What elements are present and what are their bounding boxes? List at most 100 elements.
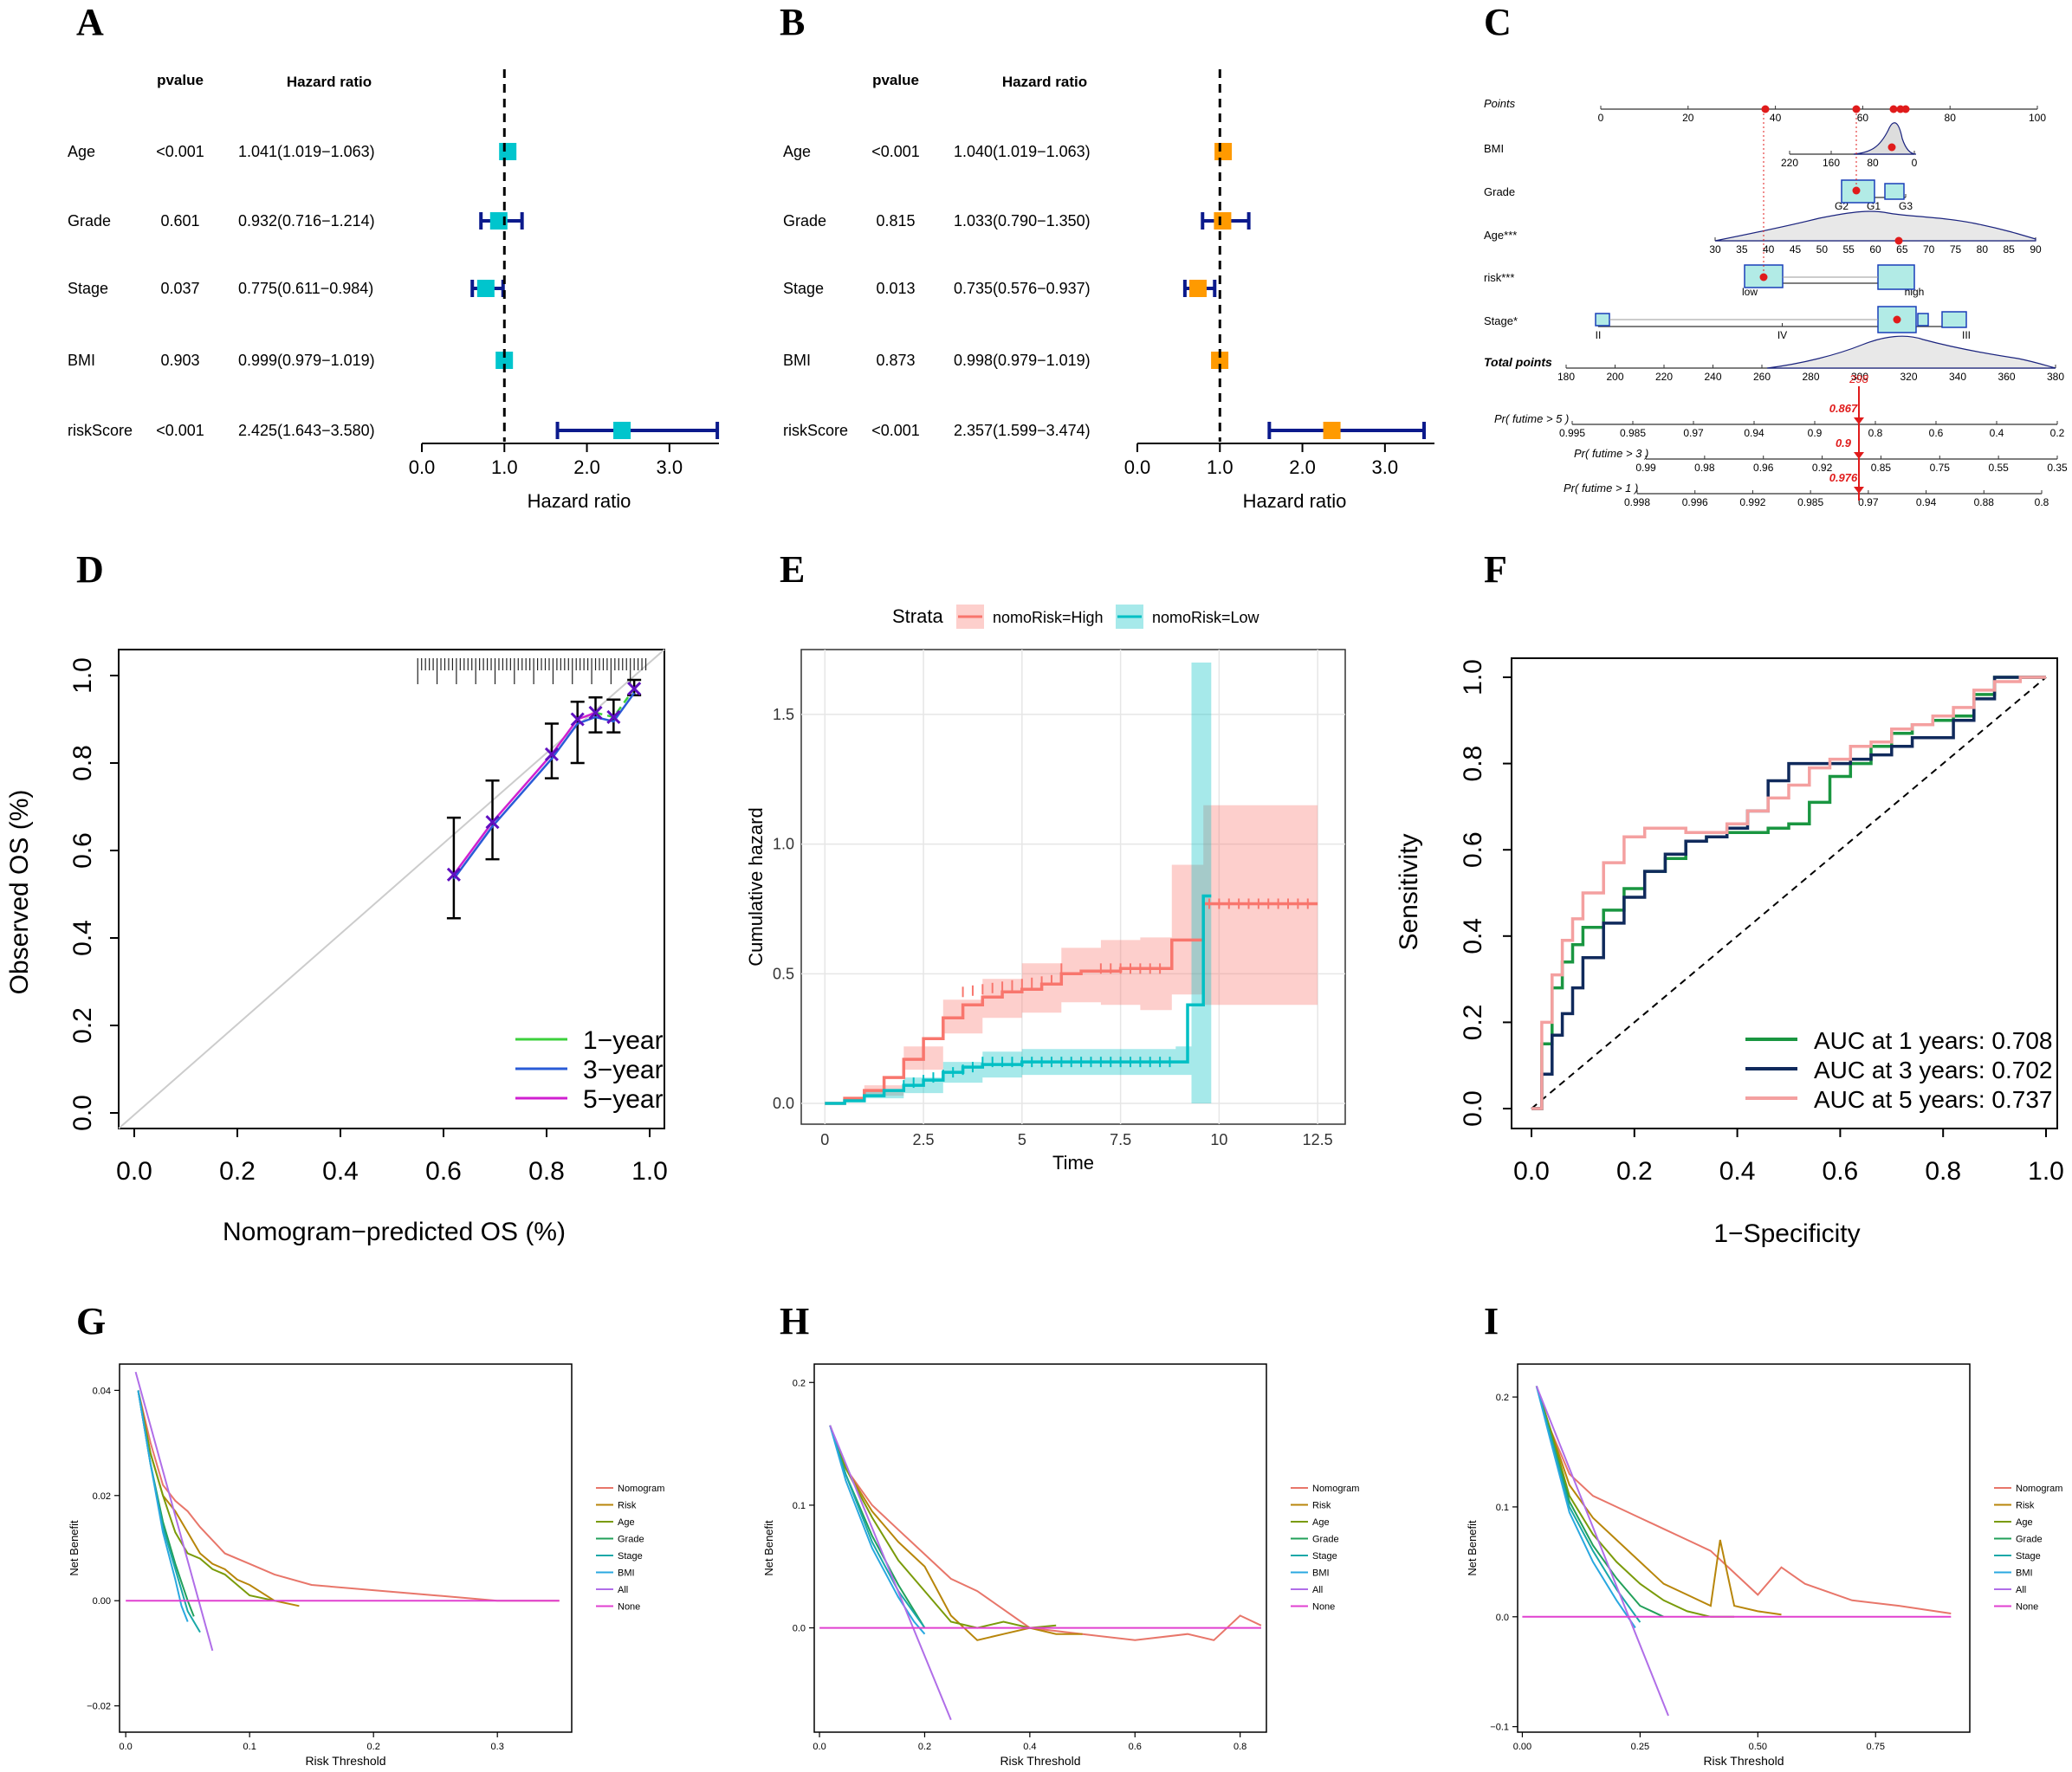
panel-a: pvalue Hazard ratioAge <0.001 1.041(1.019−1… xyxy=(68,69,719,512)
x-tick-label: 0.2 xyxy=(1616,1157,1653,1186)
row-label: Stage xyxy=(68,280,108,297)
panel-label-d: D xyxy=(76,548,104,591)
nomo-box xyxy=(1918,314,1928,326)
row-hr-text: 0.735(0.576−0.937) xyxy=(954,280,1091,297)
y-tick-label: 0.1 xyxy=(1496,1503,1509,1513)
x-tick-label: 0.0 xyxy=(813,1742,826,1752)
probability-value: 0.9 xyxy=(1836,437,1852,449)
panel-label-e: E xyxy=(780,548,805,591)
nomo-tick-label: 0.998 xyxy=(1624,496,1650,508)
legend-label: Grade xyxy=(2016,1535,2043,1545)
y-tick-label: −0.02 xyxy=(87,1702,111,1712)
legend-label: Risk xyxy=(2016,1501,2035,1511)
row-pvalue: <0.001 xyxy=(156,422,204,439)
nomo-tick-label: 0.98 xyxy=(1694,462,1715,474)
x-tick-label: 1.0 xyxy=(631,1157,668,1186)
x-axis-title: Risk Threshold xyxy=(1000,1754,1080,1768)
nomo-tick-label: G3 xyxy=(1899,200,1913,212)
legend-label: 5−year xyxy=(583,1085,664,1114)
dca-curve-bmi xyxy=(830,1426,924,1634)
legend-label: nomoRisk=High xyxy=(993,609,1104,626)
row-pvalue: 0.037 xyxy=(160,280,199,297)
y-tick-label: 0.0 xyxy=(1496,1613,1509,1623)
y-axis-title: Observed OS (%) xyxy=(5,790,34,995)
x-tick-label: 0.3 xyxy=(491,1742,504,1752)
nomo-tick-label: 80 xyxy=(1945,112,1957,124)
y-tick-label: 0.04 xyxy=(93,1386,111,1396)
y-tick-label: −0.1 xyxy=(1490,1723,1509,1733)
legend-label: BMI xyxy=(2016,1568,2033,1579)
legend-label: Nomogram xyxy=(2016,1484,2062,1494)
x-tick-label: 1.0 xyxy=(1207,456,1233,478)
row-pvalue: 0.815 xyxy=(876,212,915,230)
nomo-tick-label: 35 xyxy=(1736,243,1748,255)
dca-curve-all xyxy=(830,1426,951,1720)
nomo-tick-label: 0.35 xyxy=(2047,462,2068,474)
nomo-row-label: Stage* xyxy=(1484,314,1518,327)
hr-point xyxy=(1214,212,1231,230)
nomo-point xyxy=(1888,144,1896,152)
nomo-box xyxy=(1878,265,1914,289)
legend-label: AUC at 5 years: 0.737 xyxy=(1814,1086,2052,1113)
nomo-tick-label: 0.97 xyxy=(1858,496,1879,508)
nomo-tick-label: 0.9 xyxy=(1808,427,1823,439)
nomo-tick-label: 45 xyxy=(1790,243,1802,255)
panel-label-i: I xyxy=(1484,1300,1499,1342)
x-tick-label: 0.4 xyxy=(1719,1157,1756,1186)
nomo-tick-label: 0.55 xyxy=(1988,462,2009,474)
dca-curve-all xyxy=(136,1372,213,1651)
nomo-tick-label: 100 xyxy=(2029,112,2046,124)
col-header-hazard-ratio: Hazard ratio xyxy=(287,74,372,90)
nomo-tick-label: 0.996 xyxy=(1682,496,1708,508)
y-tick-label: 0.0 xyxy=(793,1624,806,1634)
nomo-tick-label: 75 xyxy=(1950,243,1962,255)
nomo-tick-label: 200 xyxy=(1606,371,1623,383)
row-hr-text: 1.040(1.019−1.063) xyxy=(954,143,1091,160)
legend-label: Age xyxy=(2016,1517,2033,1528)
nomo-tick-label: 60 xyxy=(1869,243,1881,255)
total-points-value: 298 xyxy=(1849,372,1868,385)
row-label: Grade xyxy=(68,212,111,230)
total-density xyxy=(1767,336,2056,368)
nomo-point xyxy=(1894,316,1901,324)
y-tick-label: 0.5 xyxy=(773,965,794,982)
x-tick-label: 0.1 xyxy=(243,1742,256,1752)
y-tick-label: 0.02 xyxy=(93,1491,111,1502)
dca-curve-risk xyxy=(1537,1386,1782,1614)
x-axis-title: Hazard ratio xyxy=(1243,490,1347,512)
y-tick-label: 1.5 xyxy=(773,706,794,723)
nomo-row-label: Grade xyxy=(1484,185,1515,198)
nomo-tick-label: III xyxy=(1962,329,1971,341)
dca-curve-age xyxy=(139,1390,275,1601)
nomo-row-label: risk*** xyxy=(1484,271,1514,284)
dca-curve-nomogram xyxy=(1537,1386,1952,1614)
legend-label: 1−year xyxy=(583,1026,664,1055)
row-hr-text: 0.998(0.979−1.019) xyxy=(954,352,1091,369)
panel-label-c: C xyxy=(1484,1,1512,43)
y-tick-label: 0.8 xyxy=(68,745,97,781)
legend-label: 3−year xyxy=(583,1056,664,1084)
x-tick-label: 0.6 xyxy=(1823,1157,1859,1186)
legend-label: BMI xyxy=(1312,1568,1330,1579)
nomo-tick-label: 0.88 xyxy=(1974,496,1995,508)
legend-label: None xyxy=(2016,1602,2038,1613)
nomo-tick-label: 90 xyxy=(2030,243,2042,255)
nomo-tick-label: 50 xyxy=(1816,243,1829,255)
x-tick-label: 0.0 xyxy=(116,1157,152,1186)
legend-label: Grade xyxy=(1312,1535,1339,1545)
x-axis-title: Hazard ratio xyxy=(528,490,631,512)
nomo-tick-label: 0.8 xyxy=(2035,496,2049,508)
row-hr-text: 0.999(0.979−1.019) xyxy=(238,352,375,369)
nomo-tick-label: 60 xyxy=(1857,112,1869,124)
x-tick-label: 0.6 xyxy=(1129,1742,1142,1752)
nomo-tick-label: 40 xyxy=(1763,243,1775,255)
nomo-tick-label: 80 xyxy=(1867,157,1879,169)
y-axis-title: Net Benefit xyxy=(1466,1520,1479,1576)
row-label: Age xyxy=(783,143,811,160)
row-hr-text: 2.357(1.599−3.474) xyxy=(954,422,1091,439)
nomo-tick-label: 0.85 xyxy=(1871,462,1892,474)
panel-g-dca: 0.0 0.1 0.2 0.3 −0.02 0.00 0.02 0.04 Risk Thresh… xyxy=(68,1364,664,1768)
dca-curve-risk xyxy=(139,1390,300,1606)
row-hr-text: 0.775(0.611−0.984) xyxy=(238,280,373,297)
nomo-tick-label: 0.99 xyxy=(1635,462,1656,474)
